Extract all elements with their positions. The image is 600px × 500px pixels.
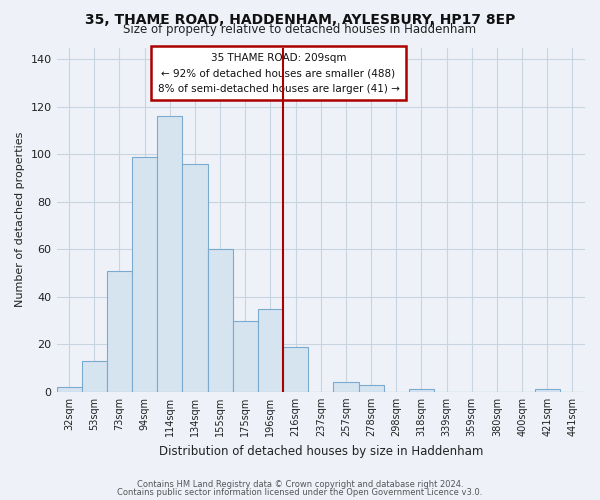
Bar: [107, 270, 132, 392]
Bar: [82, 361, 107, 392]
Text: Contains public sector information licensed under the Open Government Licence v3: Contains public sector information licen…: [118, 488, 482, 497]
Bar: [409, 390, 434, 392]
Bar: [359, 384, 383, 392]
Y-axis label: Number of detached properties: Number of detached properties: [15, 132, 25, 308]
Bar: [56, 387, 82, 392]
X-axis label: Distribution of detached houses by size in Haddenham: Distribution of detached houses by size …: [158, 444, 483, 458]
Bar: [334, 382, 359, 392]
Text: 35 THAME ROAD: 209sqm
← 92% of detached houses are smaller (488)
8% of semi-deta: 35 THAME ROAD: 209sqm ← 92% of detached …: [158, 52, 400, 94]
Bar: [233, 320, 258, 392]
Bar: [132, 156, 157, 392]
Bar: [535, 390, 560, 392]
Text: Contains HM Land Registry data © Crown copyright and database right 2024.: Contains HM Land Registry data © Crown c…: [137, 480, 463, 489]
Bar: [208, 250, 233, 392]
Text: 35, THAME ROAD, HADDENHAM, AYLESBURY, HP17 8EP: 35, THAME ROAD, HADDENHAM, AYLESBURY, HP…: [85, 12, 515, 26]
Bar: [157, 116, 182, 392]
Bar: [283, 346, 308, 392]
Text: Size of property relative to detached houses in Haddenham: Size of property relative to detached ho…: [124, 22, 476, 36]
Bar: [182, 164, 208, 392]
Bar: [258, 308, 283, 392]
